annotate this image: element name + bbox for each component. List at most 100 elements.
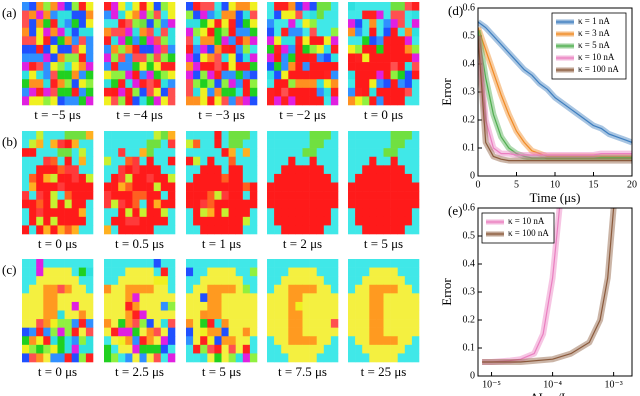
pixel xyxy=(200,96,208,106)
pixel xyxy=(111,148,119,158)
pixel xyxy=(132,10,140,20)
pixel xyxy=(160,36,169,46)
pixel xyxy=(288,276,296,286)
pixel xyxy=(85,225,94,235)
pixel xyxy=(383,267,391,277)
pixel xyxy=(228,2,236,11)
pixel xyxy=(132,225,140,235)
pixel xyxy=(71,259,80,268)
pixel xyxy=(369,259,377,268)
pixel xyxy=(362,267,370,277)
pixel xyxy=(362,10,370,20)
pixel xyxy=(235,19,244,29)
pixel xyxy=(207,87,215,97)
pixel xyxy=(362,148,370,158)
pixel xyxy=(160,319,169,328)
pixel xyxy=(78,191,87,200)
pixel xyxy=(249,165,258,175)
pixel xyxy=(36,310,44,320)
pixel xyxy=(390,44,398,54)
pixel xyxy=(71,319,80,328)
y-tick-label: 0.4 xyxy=(463,58,476,69)
pixel xyxy=(390,156,398,166)
pixel xyxy=(132,79,140,89)
pixel xyxy=(186,191,194,200)
pixel xyxy=(132,62,140,71)
y-tick-label: 0.4 xyxy=(463,258,476,269)
pixel xyxy=(288,353,296,363)
pixel xyxy=(348,139,356,149)
pixel xyxy=(153,96,162,106)
pixel xyxy=(146,70,154,80)
pixel xyxy=(274,293,282,303)
pixel xyxy=(242,284,251,294)
pixel xyxy=(302,44,310,54)
pixel xyxy=(118,165,126,175)
pixel xyxy=(132,70,140,80)
pixel xyxy=(207,131,215,140)
pixel xyxy=(85,182,94,192)
pixel xyxy=(200,139,208,149)
pixel xyxy=(330,319,339,328)
pixel xyxy=(228,225,236,235)
pixel xyxy=(376,225,384,235)
pixel xyxy=(118,327,126,337)
pixel xyxy=(64,259,72,268)
pixel xyxy=(71,353,80,363)
pixel xyxy=(104,53,112,63)
pixel xyxy=(348,199,356,209)
pixel xyxy=(36,70,44,80)
pixel xyxy=(348,165,356,175)
pixel xyxy=(274,87,282,97)
pixel xyxy=(376,27,384,37)
pixel xyxy=(309,182,317,192)
pixel xyxy=(43,336,51,346)
pixel xyxy=(167,208,176,218)
pixel xyxy=(362,208,370,218)
pixel xyxy=(78,10,87,20)
pixel xyxy=(316,191,325,200)
pixel xyxy=(146,344,154,354)
pixel xyxy=(125,301,133,311)
pixel xyxy=(118,87,126,97)
pixel xyxy=(274,353,282,363)
pixel xyxy=(186,216,194,226)
pixel xyxy=(355,70,363,80)
pixel xyxy=(146,173,154,183)
pixel xyxy=(267,156,275,166)
pixel xyxy=(50,62,58,71)
pixel xyxy=(235,70,244,80)
pixel xyxy=(267,259,275,268)
pixel xyxy=(125,19,133,29)
pixel xyxy=(22,344,30,354)
pixel xyxy=(132,319,140,328)
pixel xyxy=(118,131,126,140)
pixel xyxy=(274,70,282,80)
pixel xyxy=(295,53,303,63)
pixel xyxy=(348,353,356,363)
x-axis-title-part: Time (μs) xyxy=(530,190,581,205)
pixel xyxy=(390,284,398,294)
pixel xyxy=(193,173,201,183)
pixel xyxy=(85,79,94,89)
pixel xyxy=(369,10,377,20)
pixel xyxy=(411,293,420,303)
pixel xyxy=(281,276,289,286)
pixel xyxy=(111,182,119,192)
pixel xyxy=(160,2,169,11)
pixel xyxy=(362,36,370,46)
pixel xyxy=(355,284,363,294)
pixel xyxy=(221,353,229,363)
pixel xyxy=(132,353,140,363)
pixel xyxy=(153,19,162,29)
pixel xyxy=(186,131,194,140)
pixel xyxy=(118,344,126,354)
pixel xyxy=(404,319,413,328)
pixel xyxy=(85,131,94,140)
pixel xyxy=(281,2,289,11)
pixel xyxy=(221,310,229,320)
pixel xyxy=(376,344,384,354)
pixel xyxy=(348,344,356,354)
pixel xyxy=(71,336,80,346)
pixel xyxy=(281,191,289,200)
